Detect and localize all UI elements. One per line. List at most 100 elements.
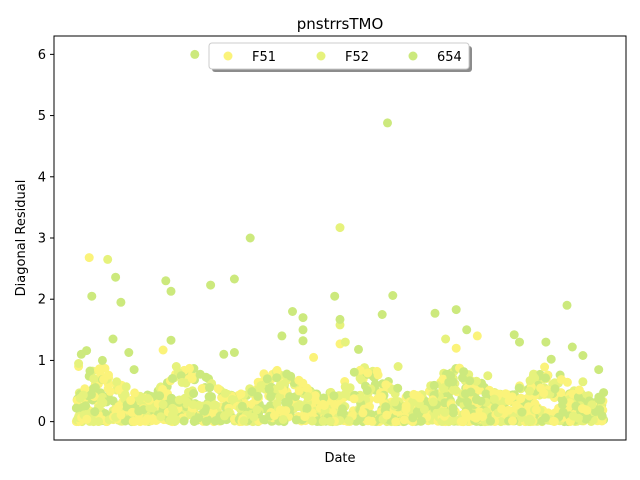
y-axis-label: Diagonal Residual xyxy=(14,180,29,297)
data-point xyxy=(486,416,495,426)
y-tick-label: 4 xyxy=(38,170,46,185)
data-point xyxy=(114,385,124,395)
y-axis: 0 1 2 3 4 5 6 xyxy=(38,48,54,430)
data-point-654 xyxy=(377,310,387,319)
data-point xyxy=(501,389,511,399)
data-point-654 xyxy=(129,365,139,375)
data-point-654 xyxy=(116,297,126,307)
data-point xyxy=(155,391,165,401)
data-point xyxy=(236,389,246,399)
data-point xyxy=(525,386,535,396)
data-point xyxy=(98,398,108,408)
data-point-654 xyxy=(578,351,588,360)
data-point xyxy=(201,416,211,426)
data-point xyxy=(239,416,249,426)
data-point xyxy=(262,374,272,384)
data-point xyxy=(448,377,458,387)
data-point xyxy=(108,396,118,406)
data-point xyxy=(358,408,368,418)
legend-marker-f51 xyxy=(223,51,233,61)
data-point xyxy=(295,400,305,410)
data-point xyxy=(278,415,288,424)
data-point-654 xyxy=(335,314,345,324)
data-point xyxy=(573,392,583,402)
legend-marker-654 xyxy=(408,51,418,61)
y-tick-label: 1 xyxy=(38,354,46,369)
data-point xyxy=(363,368,373,378)
legend-label-f51: F51 xyxy=(252,50,276,65)
data-point xyxy=(197,384,207,393)
data-point-654 xyxy=(515,337,524,347)
data-point xyxy=(463,397,472,407)
data-point-654 xyxy=(383,118,392,128)
data-point xyxy=(489,394,499,404)
data-point xyxy=(471,395,481,404)
legend-label-654: 654 xyxy=(437,50,462,65)
data-point xyxy=(99,374,109,384)
data-point-654 xyxy=(288,307,297,316)
data-point xyxy=(550,384,560,394)
data-point-654 xyxy=(330,291,340,301)
data-point xyxy=(599,388,609,398)
data-point xyxy=(169,407,179,417)
data-point xyxy=(381,402,391,412)
data-point xyxy=(174,395,184,405)
data-point xyxy=(201,372,211,382)
data-point-654 xyxy=(111,272,121,282)
data-point-f51 xyxy=(451,343,461,353)
data-point xyxy=(82,414,92,424)
data-point-f52 xyxy=(483,371,493,381)
data-point xyxy=(504,405,514,415)
x-axis-label: Date xyxy=(324,451,355,466)
data-point xyxy=(511,400,521,410)
data-point xyxy=(247,387,257,397)
data-point xyxy=(325,417,335,426)
data-point xyxy=(75,393,85,403)
data-point-654 xyxy=(277,331,287,341)
data-point xyxy=(143,394,153,403)
data-point-654 xyxy=(124,348,134,357)
data-point xyxy=(116,410,126,420)
data-point xyxy=(549,416,559,426)
data-point xyxy=(310,391,320,400)
data-point xyxy=(303,392,313,402)
data-point-f52 xyxy=(103,254,113,264)
data-point xyxy=(294,375,304,385)
data-point xyxy=(340,382,350,392)
data-point xyxy=(471,376,481,386)
data-point xyxy=(582,412,592,422)
data-point xyxy=(294,386,304,396)
chart-title: pnstrrsTMO xyxy=(297,15,384,33)
data-point xyxy=(249,412,259,422)
data-point xyxy=(209,400,219,410)
data-point-654 xyxy=(87,291,97,301)
data-point xyxy=(459,367,469,377)
data-point xyxy=(497,404,507,414)
data-point-654 xyxy=(430,308,440,318)
data-point xyxy=(148,414,158,424)
data-point xyxy=(307,416,317,426)
data-point xyxy=(145,403,155,413)
data-point-654 xyxy=(388,291,398,300)
data-point xyxy=(71,403,81,413)
data-point xyxy=(330,399,340,409)
data-point-654 xyxy=(509,330,519,340)
data-point xyxy=(189,389,199,398)
data-point xyxy=(329,391,339,401)
data-point-f52 xyxy=(441,334,451,344)
data-point xyxy=(465,376,475,386)
data-point xyxy=(179,416,189,426)
data-point xyxy=(300,412,310,422)
data-point xyxy=(291,415,301,425)
data-point xyxy=(517,407,527,417)
data-point xyxy=(177,377,187,387)
legend-marker-f52 xyxy=(316,51,326,61)
data-point-654 xyxy=(546,354,556,364)
data-point xyxy=(429,380,439,390)
data-point xyxy=(220,388,230,398)
data-point xyxy=(200,406,210,416)
data-point xyxy=(156,412,166,422)
data-point xyxy=(256,381,266,391)
data-point xyxy=(577,404,587,414)
data-point xyxy=(272,398,282,408)
